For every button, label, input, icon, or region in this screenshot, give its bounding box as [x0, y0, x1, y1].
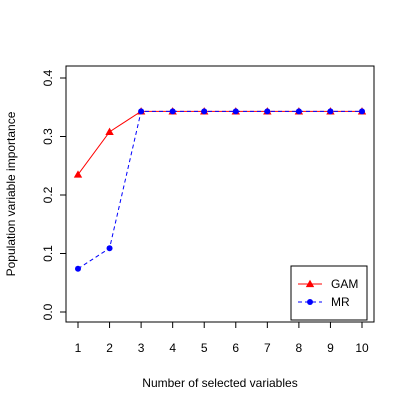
y-tick-label: 0.2: [41, 186, 55, 203]
data-point-mr: [138, 108, 145, 115]
legend: GAM MR: [290, 265, 368, 321]
axes: 1 2 3 4 5 6 7 8 9 10 0.0 0.1 0.2 0.3 0.4: [41, 69, 369, 355]
legend-item-gam: GAM: [298, 277, 358, 291]
x-tick-label: 10: [355, 341, 369, 355]
data-point-mr: [359, 108, 365, 115]
data-point-mr: [201, 108, 208, 115]
x-tick-label: 9: [327, 341, 334, 355]
legend-marker-mr: [307, 299, 313, 305]
x-tick-label: 3: [138, 341, 145, 355]
data-point-mr: [295, 108, 302, 115]
data-point-mr: [106, 245, 113, 252]
y-tick-label: 0.4: [41, 69, 55, 86]
series-mr: [75, 108, 365, 272]
legend-box: [290, 265, 368, 321]
x-tick-label: 1: [75, 341, 82, 355]
y-tick-label: 0.0: [41, 303, 55, 320]
data-point-mr: [327, 108, 334, 115]
data-point-gam: [73, 170, 83, 178]
series-layer: [73, 107, 367, 272]
data-point-mr: [232, 108, 239, 115]
x-tick-label: 8: [296, 341, 303, 355]
data-point-mr: [264, 108, 271, 115]
data-point-mr: [75, 265, 81, 272]
x-tick-label: 4: [169, 341, 176, 355]
x-axis-label: Number of selected variables: [142, 376, 297, 390]
legend-label-mr: MR: [331, 295, 350, 309]
series-gam: [73, 107, 367, 178]
legend-item-mr: MR: [298, 295, 350, 309]
data-point-gam: [105, 127, 114, 135]
series-line-mr: [77, 110, 362, 270]
legend-marker-gam: [305, 279, 315, 288]
data-point-mr: [169, 108, 176, 115]
x-tick-label: 5: [201, 341, 208, 355]
series-line-gam: [77, 110, 362, 175]
x-tick-label: 7: [264, 341, 271, 355]
legend-label-gam: GAM: [331, 277, 358, 291]
plot-frame: [65, 65, 375, 323]
y-tick-label: 0.3: [41, 128, 55, 145]
y-tick-label: 0.1: [41, 245, 55, 262]
x-tick-label: 2: [106, 341, 113, 355]
x-tick-label: 6: [232, 341, 239, 355]
y-axis-label: Population variable importance: [4, 111, 18, 276]
